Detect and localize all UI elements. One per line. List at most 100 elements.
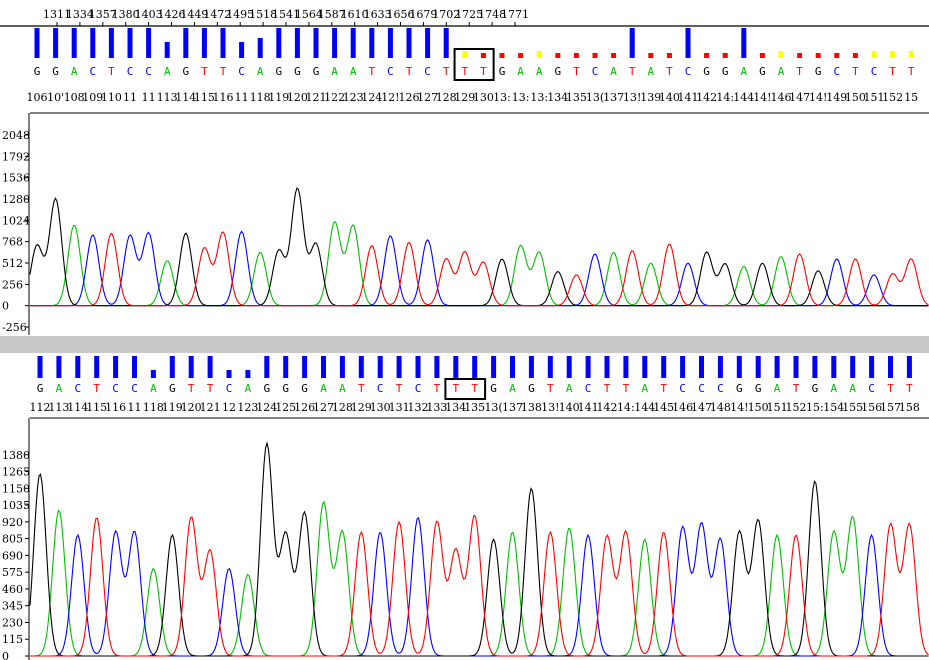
base-call: C: [415, 382, 422, 395]
base-number: 114: [67, 401, 88, 414]
ruler-label: 1702: [432, 8, 460, 21]
quality-bar: [480, 53, 486, 58]
base-number: 152: [882, 91, 903, 104]
base-call: G: [755, 382, 762, 395]
base-call: A: [257, 65, 264, 78]
y-tick-label: 1536: [2, 172, 30, 185]
y-tick-label: 230: [2, 616, 23, 629]
base-call: C: [238, 65, 245, 78]
base-call: T: [396, 382, 403, 395]
base-number: 152: [786, 401, 807, 414]
quality-bar: [71, 28, 77, 58]
quality-bar: [611, 53, 617, 58]
quality-bar: [321, 356, 326, 378]
base-call: C: [868, 382, 875, 395]
y-tick-label: 345: [2, 600, 23, 613]
quality-bar: [108, 28, 114, 58]
base-number: 148: [710, 401, 731, 414]
ruler-label: 1426: [158, 8, 186, 21]
trace-C: [30, 516, 929, 657]
base-call: T: [461, 65, 468, 78]
base-number: 11: [128, 401, 142, 414]
base-call: T: [887, 382, 894, 395]
trace-T: [30, 231, 929, 307]
ruler-label: 1495: [226, 8, 254, 21]
base-call: C: [387, 65, 394, 78]
base-call: A: [830, 382, 837, 395]
base-number: 145: [653, 401, 674, 414]
quality-bar: [358, 356, 364, 378]
quality-bar: [741, 28, 747, 58]
base-call: G: [34, 65, 41, 78]
base-number: 10': [47, 91, 64, 104]
base-number: 15: [904, 91, 918, 104]
trace-G: [29, 441, 929, 657]
base-number: 116: [213, 91, 234, 104]
y-tick-label: 1280: [2, 193, 30, 206]
base-call: C: [679, 382, 686, 395]
base-number: 123: [237, 401, 258, 414]
base-call: A: [56, 382, 63, 395]
y-tick-label: 768: [2, 236, 23, 249]
quality-bar: [759, 53, 765, 58]
base-number: 124: [361, 91, 382, 104]
base-call: T: [358, 382, 365, 395]
base-call: C: [89, 65, 96, 78]
base-call: T: [889, 65, 896, 78]
quality-bar: [339, 356, 345, 378]
base-call: T: [452, 382, 459, 395]
quality-bar: [566, 356, 572, 378]
quality-bar: [283, 356, 289, 378]
base-call: T: [666, 65, 673, 78]
base-call: A: [350, 65, 357, 78]
y-tick-label: 575: [2, 566, 23, 579]
base-call: A: [610, 65, 617, 78]
base-number: 155: [842, 401, 863, 414]
base-number: 119: [162, 401, 183, 414]
quality-bar: [332, 28, 338, 58]
base-number: 123: [343, 91, 364, 104]
quality-bar: [56, 356, 62, 378]
base-call: T: [188, 382, 195, 395]
y-tick-label: -256: [2, 321, 27, 334]
base-number: 138: [521, 401, 542, 414]
base-number: 14!: [753, 91, 771, 104]
base-call: A: [150, 382, 157, 395]
base-number: 13!: [623, 91, 641, 104]
base-call: T: [207, 382, 214, 395]
ruler-label: 1633: [364, 8, 392, 21]
base-number: 11: [235, 91, 249, 104]
base-call: G: [282, 382, 289, 395]
quality-bar: [704, 53, 710, 58]
ruler-label: 1748: [478, 8, 506, 21]
base-call: G: [52, 65, 59, 78]
quality-bar: [890, 51, 896, 58]
base-number: 127: [417, 91, 438, 104]
quality-bar: [434, 356, 440, 378]
quality-bar: [183, 28, 189, 58]
y-tick-label: 1035: [2, 499, 30, 512]
base-number: 158: [899, 401, 920, 414]
ruler-label: 1334: [66, 8, 94, 21]
base-call: T: [547, 382, 554, 395]
quality-bar: [113, 356, 119, 378]
ruler-label: 1610: [341, 8, 369, 21]
base-call: A: [71, 65, 78, 78]
base-call: A: [849, 382, 856, 395]
highlight-box-1: [453, 48, 495, 81]
ruler-label: 1449: [180, 8, 208, 21]
base-call: C: [585, 382, 592, 395]
quality-bar: [834, 53, 840, 58]
base-call: T: [796, 65, 803, 78]
base-number: 11: [142, 91, 156, 104]
quality-bar: [220, 28, 226, 58]
base-number: 134: [445, 401, 466, 414]
quality-bar: [34, 28, 40, 58]
y-axis-ticks-1: 2048 1792 1536 1280 1024 768 512 256 0 -256: [2, 129, 30, 334]
quality-bar: [648, 53, 654, 58]
base-call: G: [554, 65, 561, 78]
quality-bar: [774, 356, 780, 378]
quality-bar: [573, 53, 579, 58]
